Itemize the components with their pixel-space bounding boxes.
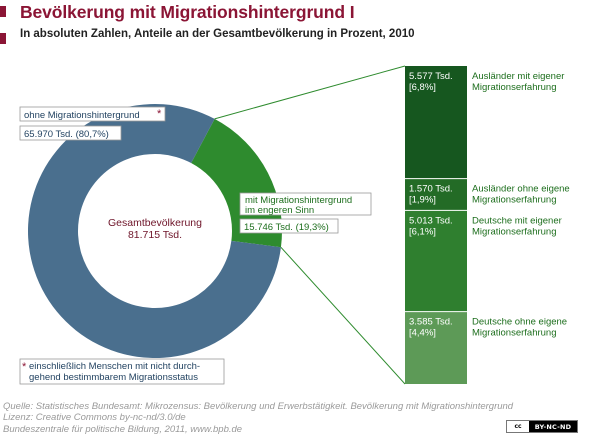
bar-percent-label-1: [6,8%] bbox=[409, 82, 436, 93]
bar-segment-1 bbox=[405, 66, 467, 179]
chart-subtitle: In absoluten Zahlen, Anteile an der Gesa… bbox=[20, 28, 415, 40]
chart-title: Bevölkerung mit Migrationshintergrund I bbox=[20, 2, 355, 22]
source-footer: Quelle: Statistisches Bundesamt: Mikroze… bbox=[3, 401, 514, 435]
bar-category-label-1-line2: Migrationserfahrung bbox=[472, 82, 557, 93]
bar-value-label-3: 5.013 Tsd. bbox=[409, 215, 453, 226]
label-mit-migrationshintergrund: mit Migrationshintergrund bbox=[245, 195, 352, 206]
bar-segment-3 bbox=[405, 210, 467, 312]
cc-license-badge[interactable]: cc BY-NC-ND bbox=[506, 420, 578, 433]
chart-labels: 5.577 Tsd.[6,8%]Ausländer mit eigenerMig… bbox=[19, 71, 570, 385]
label-ohne-migrationshintergrund: ohne Migrationshintergrund bbox=[24, 110, 140, 121]
publisher-line: Bundeszentrale für politische Bildung, 2… bbox=[3, 423, 243, 435]
footnote-line-1: einschließlich Menschen mit nicht durch- bbox=[29, 361, 200, 372]
bar-percent-label-4: [4,4%] bbox=[409, 328, 436, 339]
bar-category-label-1: Ausländer mit eigener bbox=[472, 71, 564, 82]
bar-value-label-1: 5.577 Tsd. bbox=[409, 71, 453, 82]
footnote-box bbox=[19, 358, 225, 385]
bar-segment-4 bbox=[405, 311, 467, 384]
value-ohne-migrationshintergrund: 65.970 Tsd. (80,7%) bbox=[24, 129, 109, 140]
bar-value-label-4: 3.585 Tsd. bbox=[409, 317, 453, 328]
subtitle-marker bbox=[0, 33, 6, 44]
label-box-ohne bbox=[19, 106, 166, 122]
value-box-ohne bbox=[19, 125, 122, 141]
connector-line-bottom bbox=[280, 246, 406, 385]
bar-category-label-4: Deutsche ohne eigene bbox=[472, 317, 567, 328]
cc-license-text: BY-NC-ND bbox=[529, 421, 577, 432]
bar-category-label-4-line2: Migrationserfahrung bbox=[472, 328, 557, 339]
label-box-mit bbox=[239, 192, 372, 216]
bar-category-label-3: Deutsche mit eigener bbox=[472, 215, 562, 226]
donut-slice-ohne-migrationshintergrund bbox=[27, 103, 281, 359]
bar-percent-label-3: [6,1%] bbox=[409, 226, 436, 237]
stacked-bar bbox=[405, 66, 467, 384]
bar-value-label-2: 1.570 Tsd. bbox=[409, 184, 453, 195]
value-mit-migrationshintergrund: 15.746 Tsd. (19,3%) bbox=[244, 222, 329, 233]
footnote-marker: * bbox=[22, 361, 27, 373]
donut-center-value: 81.715 Tsd. bbox=[128, 229, 182, 241]
connector-lines bbox=[214, 65, 406, 385]
bar-percent-label-2: [1,9%] bbox=[409, 195, 436, 206]
bar-segment-2 bbox=[405, 178, 467, 211]
bar-category-label-3-line2: Migrationserfahrung bbox=[472, 226, 557, 237]
connector-line-top bbox=[214, 65, 406, 120]
title-marker bbox=[0, 6, 6, 17]
bar-category-label-2: Ausländer ohne eigene bbox=[472, 184, 570, 195]
cc-icon: cc bbox=[507, 421, 529, 432]
bar-category-label-2-line2: Migrationserfahrung bbox=[472, 195, 557, 206]
value-box-mit bbox=[239, 218, 339, 234]
license-line: Lizenz: Creative Commons by-nc-nd/3.0/de bbox=[3, 412, 186, 424]
source-line: Quelle: Statistisches Bundesamt: Mikroze… bbox=[3, 401, 514, 412]
label-ohne-footnote-marker: * bbox=[157, 108, 162, 120]
footnote-line-2: gehend bestimmbarem Migrationsstatus bbox=[29, 372, 198, 383]
chart-canvas: 5.577 Tsd.[6,8%]Ausländer mit eigenerMig… bbox=[19, 65, 570, 385]
donut-center-label: Gesamtbevölkerung bbox=[108, 217, 202, 229]
label-mit-migrationshintergrund-line2: im engeren Sinn bbox=[245, 205, 314, 216]
